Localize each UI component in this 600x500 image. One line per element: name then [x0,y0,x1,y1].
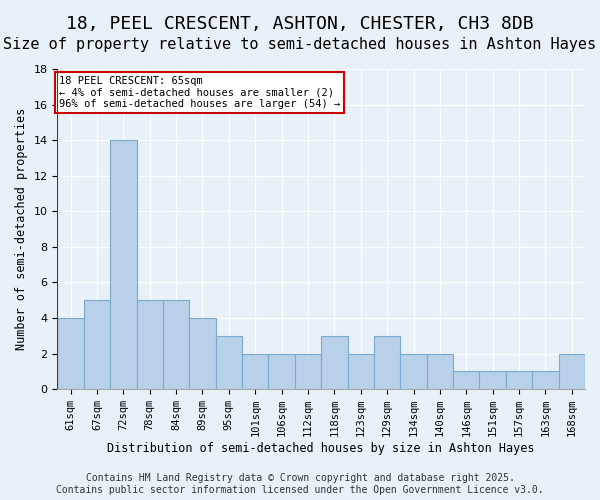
Bar [532,372,559,389]
Bar [58,318,84,389]
Text: 18, PEEL CRESCENT, ASHTON, CHESTER, CH3 8DB: 18, PEEL CRESCENT, ASHTON, CHESTER, CH3 … [66,15,534,33]
Bar [427,354,453,389]
Bar [400,354,427,389]
Bar [506,372,532,389]
Bar [163,300,190,389]
Bar [110,140,137,389]
Bar [215,336,242,389]
Bar [295,354,321,389]
Text: Size of property relative to semi-detached houses in Ashton Hayes: Size of property relative to semi-detach… [4,38,596,52]
Bar [321,336,347,389]
Bar [347,354,374,389]
Bar [559,354,585,389]
Text: Contains HM Land Registry data © Crown copyright and database right 2025.
Contai: Contains HM Land Registry data © Crown c… [56,474,544,495]
Text: 18 PEEL CRESCENT: 65sqm
← 4% of semi-detached houses are smaller (2)
96% of semi: 18 PEEL CRESCENT: 65sqm ← 4% of semi-det… [59,76,340,110]
Bar [268,354,295,389]
X-axis label: Distribution of semi-detached houses by size in Ashton Hayes: Distribution of semi-detached houses by … [107,442,535,455]
Bar [453,372,479,389]
Bar [190,318,215,389]
Bar [374,336,400,389]
Bar [242,354,268,389]
Bar [479,372,506,389]
Bar [137,300,163,389]
Bar [84,300,110,389]
Y-axis label: Number of semi-detached properties: Number of semi-detached properties [15,108,28,350]
